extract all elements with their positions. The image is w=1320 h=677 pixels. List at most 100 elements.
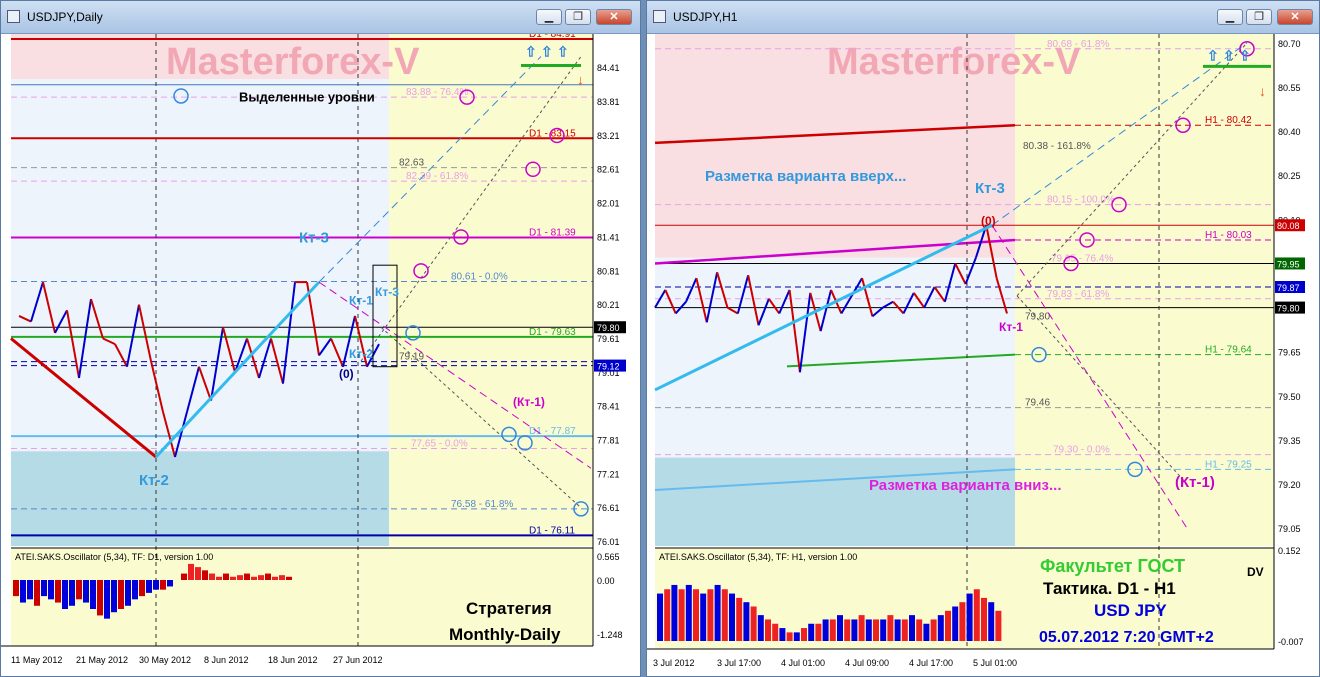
price-tick-label: 84.41 xyxy=(597,63,620,73)
oscillator-bar xyxy=(153,580,159,590)
watermark: Masterforex-V xyxy=(827,41,1081,83)
price-segment xyxy=(342,315,356,367)
up-arrow-icon: ⇧ xyxy=(525,43,537,59)
time-tick-label: 3 Jul 17:00 xyxy=(717,658,761,668)
price-segment xyxy=(768,298,781,315)
chart-annotation: Разметка варианта вниз... xyxy=(869,477,1062,494)
title-bar[interactable]: USDJPY,Daily ▁ ❐ ✕ xyxy=(1,1,640,34)
price-tick-label: 80.81 xyxy=(597,266,620,276)
fibo-circle xyxy=(1031,346,1047,363)
oscillator-bar xyxy=(901,619,908,641)
price-tick-label: 82.61 xyxy=(597,165,620,175)
price-segment xyxy=(964,257,977,285)
price-axis-bg xyxy=(593,34,640,676)
close-button[interactable]: ✕ xyxy=(596,9,632,25)
price-segment xyxy=(685,277,698,303)
oscillator-bar xyxy=(988,602,995,641)
price-segment xyxy=(736,274,750,314)
price-segment xyxy=(18,315,32,323)
price-segment xyxy=(114,343,128,368)
price-segment xyxy=(757,298,770,326)
price-segment xyxy=(282,281,296,384)
oscillator-bar xyxy=(258,575,264,580)
trend-line-up xyxy=(654,223,993,392)
oscillator-bar xyxy=(937,615,944,641)
minimize-button[interactable]: ▁ xyxy=(1217,9,1243,25)
oscillator-bar xyxy=(945,610,951,641)
level-label: 80.68 - 61.8% xyxy=(1047,39,1109,50)
price-segment xyxy=(138,304,152,362)
level-label: D1 - 84.91 xyxy=(529,34,576,40)
price-segment xyxy=(695,277,708,323)
oscillator-bar xyxy=(772,623,779,641)
bg-zone-top xyxy=(655,34,1015,258)
time-tick-label: 8 Jun 2012 xyxy=(204,655,249,665)
price-segment xyxy=(66,310,80,379)
price-segment xyxy=(186,366,200,413)
oscillator-bar xyxy=(237,575,243,580)
price-segment xyxy=(222,326,236,373)
price-tick-label: 76.01 xyxy=(597,537,620,547)
oscillator-bar xyxy=(700,593,707,641)
oscillator-bar xyxy=(230,576,236,580)
oscillator-bar xyxy=(923,623,930,641)
oscillator-bar xyxy=(729,593,735,641)
price-segment xyxy=(778,289,791,314)
oscillator-bar xyxy=(916,619,923,641)
oscillator-bar xyxy=(721,589,728,641)
price-tag-label: 79.80 xyxy=(597,323,620,333)
chart-annotation: Кт-1 xyxy=(999,320,1023,334)
chart-window-h1[interactable]: USDJPY,H1 ▁ ❐ ✕ Masterforex-V 80.68 - 61.… xyxy=(646,0,1320,677)
level-label: 79.95 - 76.4% xyxy=(1051,253,1113,264)
price-segment xyxy=(819,289,832,332)
level-label: H1 - 80.03 xyxy=(1205,230,1252,241)
price-tick-label: 80.70 xyxy=(1278,39,1301,49)
oscillator-axis-label: -1.248 xyxy=(597,630,623,640)
price-segment xyxy=(933,286,946,303)
price-segment xyxy=(42,281,56,334)
price-segment xyxy=(705,272,719,323)
price-tag-label: 79.95 xyxy=(1277,259,1300,269)
price-segment xyxy=(318,337,332,357)
projection-down-2 xyxy=(380,326,582,509)
oscillator-bar xyxy=(286,576,292,580)
oscillator-bar xyxy=(685,584,692,641)
chart-window-icon xyxy=(7,10,20,23)
oscillator-bar xyxy=(118,580,124,609)
price-tick-label: 79.35 xyxy=(1278,436,1301,446)
restore-button[interactable]: ❐ xyxy=(1246,9,1272,25)
restore-button[interactable]: ❐ xyxy=(565,9,591,25)
fibo-circle xyxy=(173,88,189,104)
price-tick-label: 80.55 xyxy=(1278,83,1301,93)
oscillator-bar xyxy=(62,580,68,609)
price-segment xyxy=(102,337,116,346)
price-tick-label: 79.05 xyxy=(1278,524,1301,534)
price-segment xyxy=(788,289,801,373)
chart-window-daily[interactable]: USDJPY,Daily ▁ ❐ ✕ Masterforex-V D1 - 84.… xyxy=(0,0,641,677)
bg-zone-forecast xyxy=(389,34,593,546)
chart-annotation: Выделенные уровни xyxy=(239,90,375,105)
strategy-caption: Monthly-Daily xyxy=(449,625,561,644)
highlight-box xyxy=(372,264,398,368)
oscillator-axis-label: -0.007 xyxy=(1278,637,1304,647)
projection-down xyxy=(991,224,1188,529)
h1-chart[interactable]: Masterforex-V80.68 - 61.8% H1 - 80.42 80.3… xyxy=(647,34,1319,676)
oscillator-bar xyxy=(736,597,743,641)
price-tag xyxy=(1275,219,1305,232)
oscillator-title: ATEI.SAKS.Oscillator (5,34), TF: D1, ver… xyxy=(15,552,213,562)
minimize-button[interactable]: ▁ xyxy=(536,9,562,25)
oscillator-bar xyxy=(76,580,82,600)
up-arrow-icon: ⇧ xyxy=(557,43,569,59)
ma-green xyxy=(786,353,1016,368)
price-segment xyxy=(78,298,92,379)
title-bar[interactable]: USDJPY,H1 ▁ ❐ ✕ xyxy=(647,1,1319,34)
oscillator-bar xyxy=(837,615,843,641)
price-tick-label: 79.65 xyxy=(1278,348,1301,358)
close-button[interactable]: ✕ xyxy=(1277,9,1313,25)
daily-chart[interactable]: Masterforex-V D1 - 84.91 83.88 - 76.4% D1 -… xyxy=(1,34,640,676)
price-segment xyxy=(234,338,248,373)
level-label: 79.30 - 0.0% xyxy=(1053,445,1110,456)
oscillator-bar xyxy=(27,580,33,600)
price-segment xyxy=(995,277,1008,314)
oscillator-bar xyxy=(995,610,1002,641)
